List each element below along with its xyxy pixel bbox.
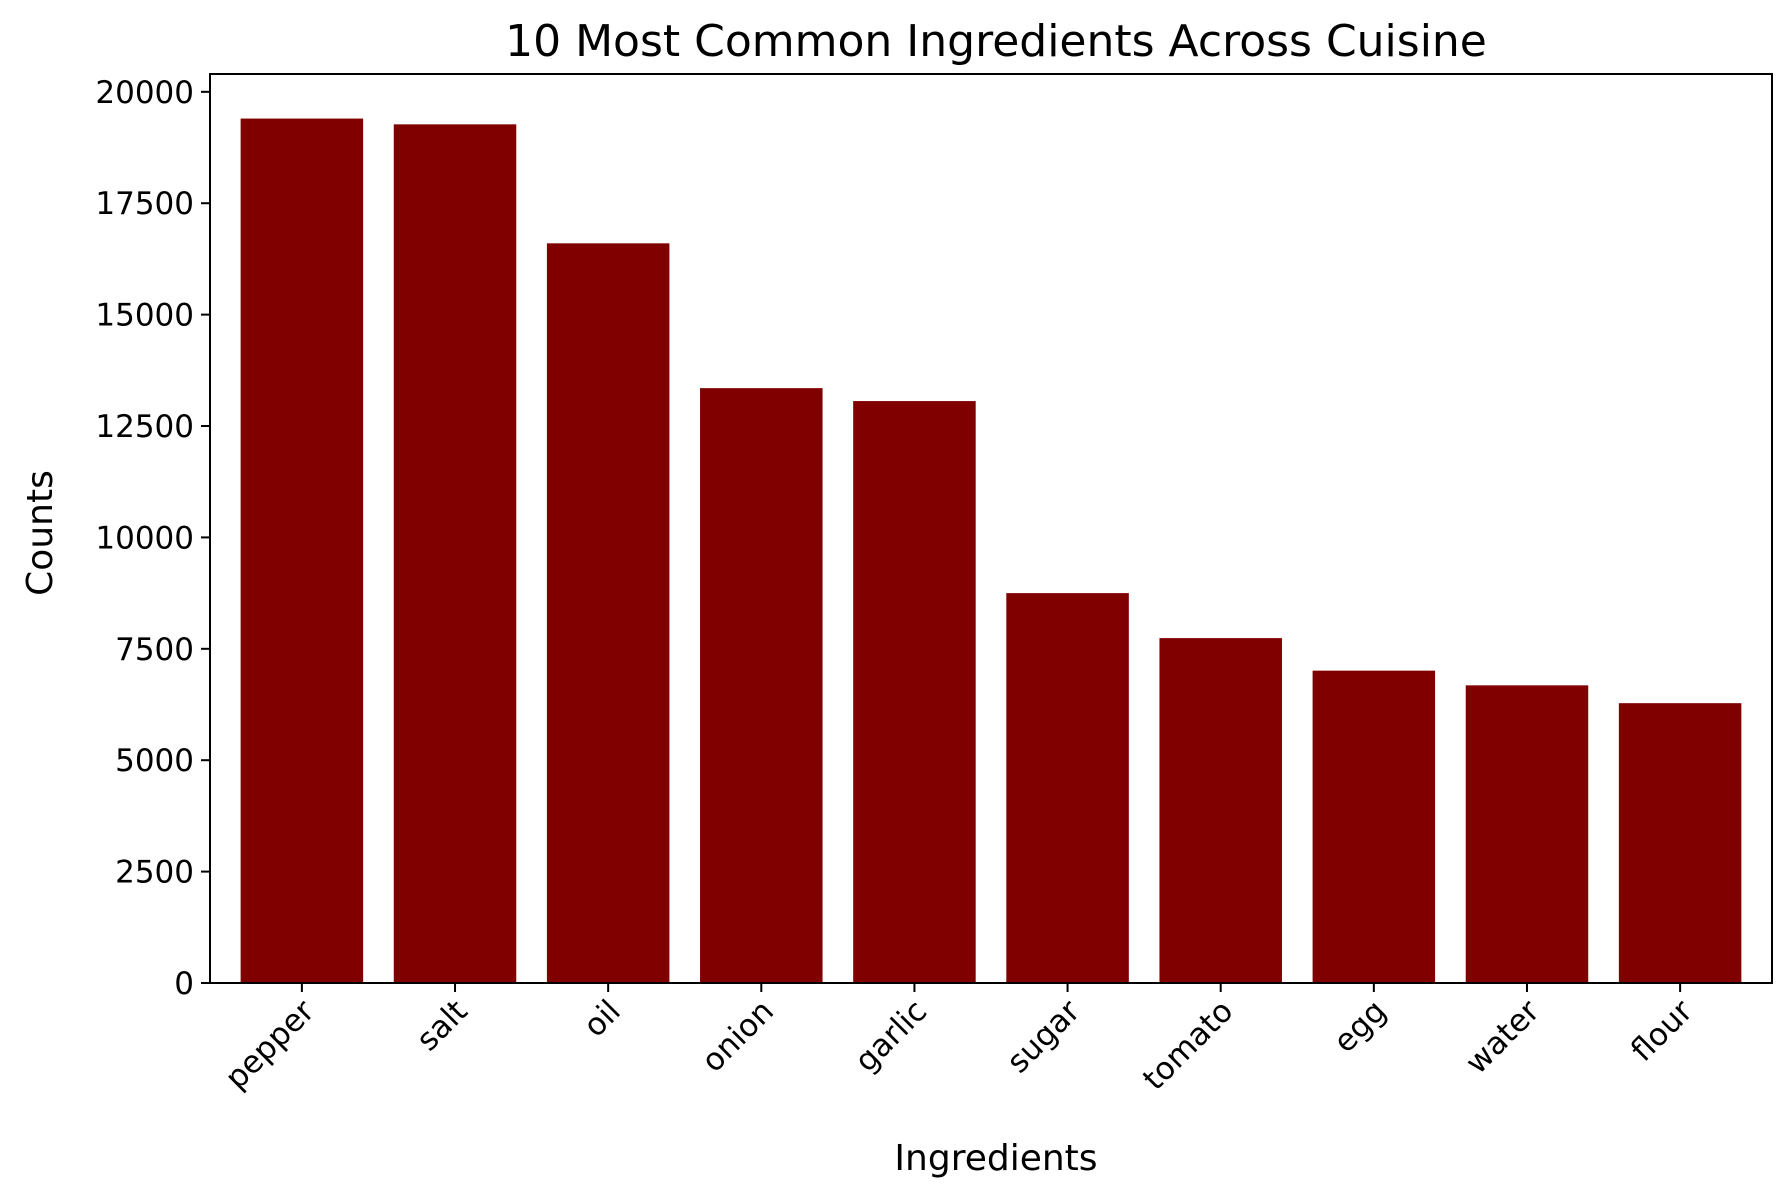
y-axis-label: Counts — [20, 470, 61, 596]
x-tick-label-garlic: garlic — [848, 993, 934, 1079]
x-tick-label-pepper: pepper — [218, 993, 321, 1096]
x-tick-label-salt: salt — [410, 993, 475, 1058]
bar-salt — [393, 124, 517, 984]
chart-title: 10 Most Common Ingredients Across Cuisin… — [505, 16, 1487, 67]
bar-tomato — [1159, 638, 1282, 983]
plot-frame — [209, 73, 1773, 984]
bar-pepper — [240, 118, 364, 983]
y-tick-label: 17500 — [95, 186, 194, 222]
bar-egg — [1312, 670, 1436, 983]
y-tick-label: 7500 — [115, 632, 194, 668]
x-tick-label-tomato: tomato — [1136, 993, 1240, 1097]
x-axis-ticks: pepper salt oil onion garlic sugar tomato egg wa… — [218, 983, 1700, 1097]
y-tick-label: 20000 — [95, 75, 194, 111]
bar-garlic — [853, 401, 976, 983]
bar-flour — [1618, 703, 1742, 983]
bar-onion — [700, 388, 823, 983]
y-axis-ticks: 0 2500 5000 7500 10000 12500 15000 17500 20000 — [95, 75, 210, 1002]
x-tick-label-water: water — [1459, 993, 1547, 1081]
y-tick-label: 10000 — [95, 520, 194, 556]
y-tick-label: 0 — [174, 966, 194, 1002]
x-tick-label-flour: flour — [1624, 993, 1700, 1069]
x-tick-label-onion: onion — [695, 993, 781, 1079]
x-tick-label-egg: egg — [1327, 993, 1394, 1060]
x-tick-label-sugar: sugar — [1000, 993, 1087, 1080]
y-tick-label: 2500 — [115, 855, 194, 891]
y-tick-label: 5000 — [115, 743, 194, 779]
y-tick-label: 15000 — [95, 298, 194, 334]
x-tick-label-oil: oil — [577, 993, 628, 1044]
bar-oil — [546, 243, 670, 983]
x-axis-label: Ingredients — [894, 1138, 1097, 1179]
bar-sugar — [1006, 593, 1129, 983]
bars-group — [240, 118, 1742, 984]
y-tick-label: 12500 — [95, 409, 194, 445]
bar-water — [1465, 685, 1589, 983]
